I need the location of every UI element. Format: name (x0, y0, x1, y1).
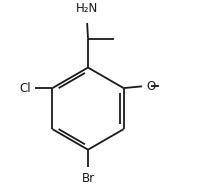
Text: O: O (146, 80, 156, 93)
Text: Cl: Cl (20, 82, 31, 94)
Text: Br: Br (81, 172, 95, 185)
Text: H₂N: H₂N (76, 2, 98, 15)
